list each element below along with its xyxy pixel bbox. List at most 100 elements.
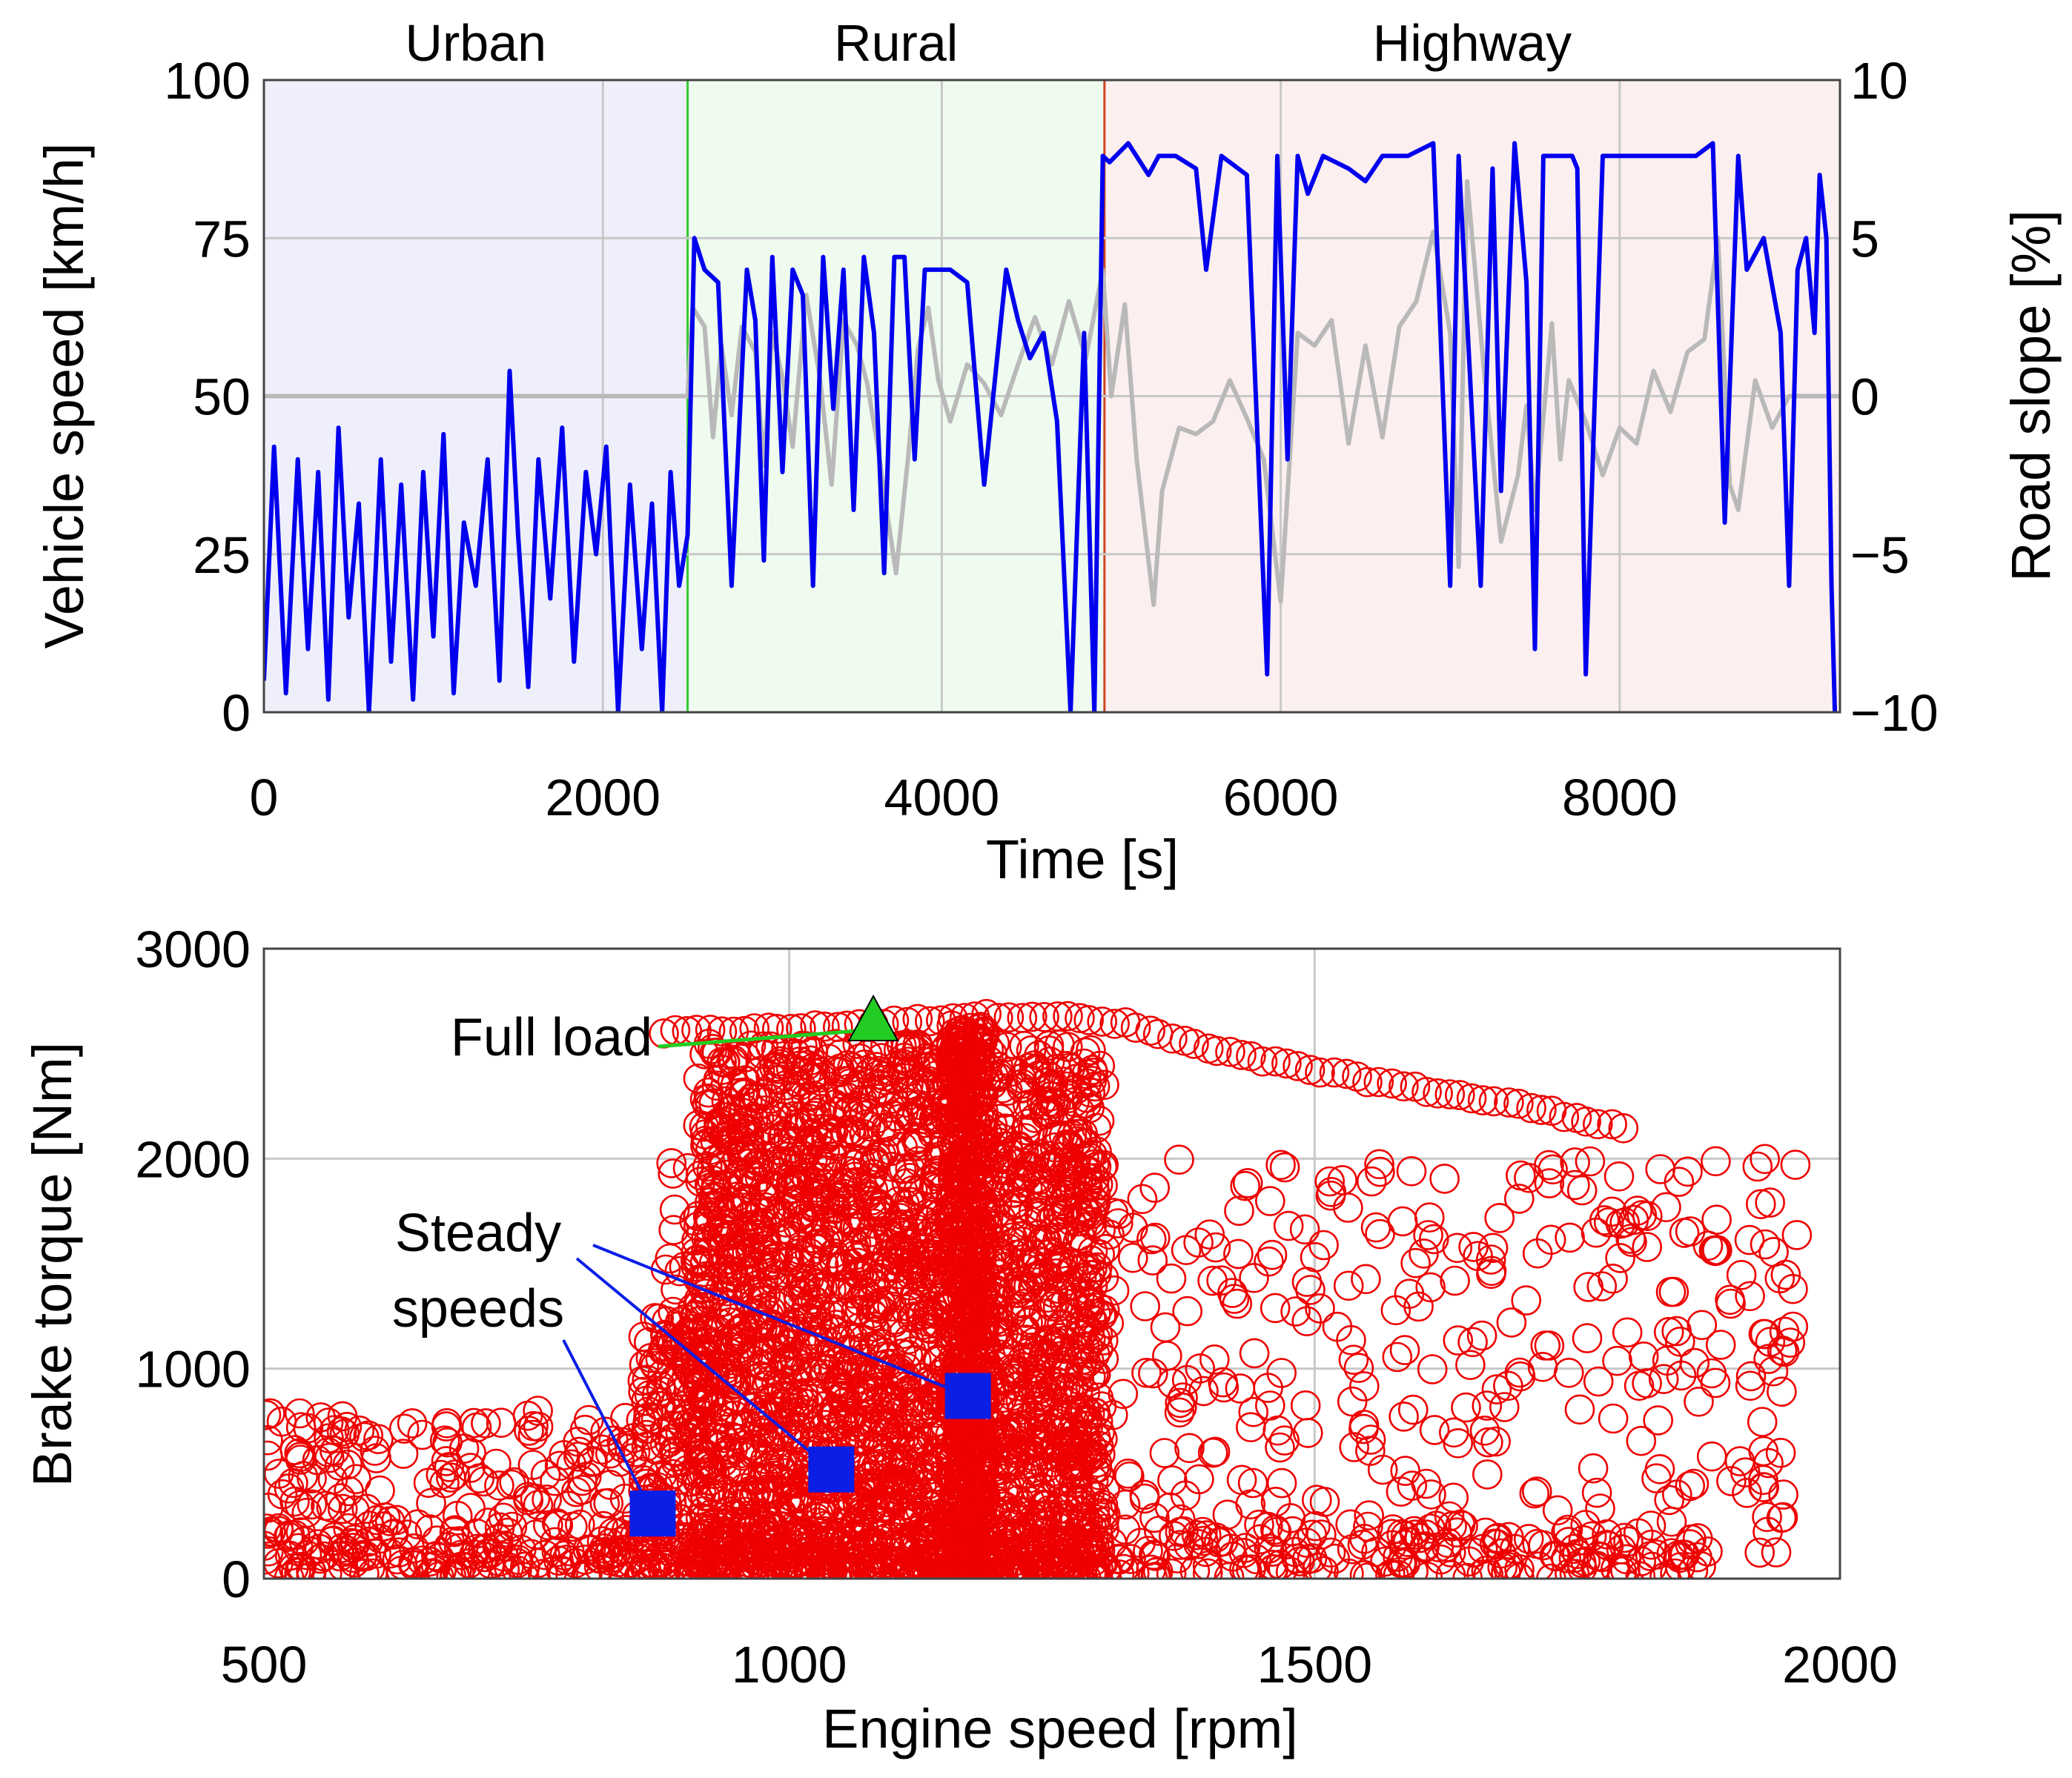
operating-point — [1080, 1359, 1111, 1390]
operating-point — [677, 1558, 707, 1579]
operating-point — [1477, 1233, 1509, 1264]
operating-point — [896, 1259, 926, 1290]
operating-point — [1226, 1040, 1257, 1070]
operating-point — [967, 1472, 997, 1502]
operating-point — [1662, 1479, 1692, 1510]
operating-point — [795, 1547, 826, 1577]
operating-point — [969, 1485, 999, 1516]
operating-point — [729, 1130, 760, 1161]
operating-point — [814, 1101, 845, 1132]
steady-speed-callout-line — [562, 1339, 655, 1515]
operating-point — [1438, 1482, 1469, 1513]
operating-point — [416, 1487, 446, 1519]
operating-point — [797, 1284, 827, 1315]
operating-point — [1006, 1267, 1037, 1297]
operating-point — [851, 1125, 882, 1156]
operating-point — [1494, 1087, 1524, 1118]
operating-point — [1265, 1432, 1295, 1463]
operating-point — [1394, 1278, 1425, 1309]
operating-point — [1019, 1546, 1050, 1577]
operating-point — [741, 1476, 772, 1507]
operating-point — [1664, 1167, 1695, 1197]
operating-point — [807, 1363, 837, 1394]
operating-point — [755, 1084, 786, 1114]
operating-point — [890, 1445, 921, 1476]
operating-point — [1603, 1161, 1635, 1192]
operating-point — [1701, 1146, 1731, 1177]
operating-point — [897, 1476, 927, 1507]
operating-point — [717, 1095, 747, 1126]
operating-point — [1269, 1152, 1300, 1183]
operating-point — [739, 1345, 770, 1376]
operating-point — [1053, 1001, 1083, 1032]
operating-point — [1608, 1113, 1639, 1144]
operating-point — [1165, 1387, 1195, 1419]
operating-point — [1273, 1210, 1304, 1241]
operating-point — [1748, 1472, 1778, 1502]
operating-point — [941, 1544, 972, 1575]
operating-point — [1665, 1327, 1695, 1357]
operating-point — [956, 1522, 986, 1552]
operating-point — [1487, 1552, 1517, 1579]
operating-point — [1230, 1170, 1260, 1201]
operating-point — [1192, 1558, 1223, 1579]
operating-point — [313, 1407, 344, 1438]
operating-point — [297, 1489, 328, 1520]
operating-point — [1291, 1267, 1323, 1297]
operating-point — [1029, 1224, 1060, 1255]
operating-point — [1746, 1189, 1776, 1219]
operating-point — [431, 1446, 462, 1476]
operating-point — [291, 1497, 322, 1528]
operating-point — [1056, 1206, 1087, 1236]
operating-point — [967, 1448, 999, 1479]
operating-point — [821, 1192, 852, 1223]
operating-point — [708, 1440, 739, 1471]
operating-point — [1255, 1186, 1285, 1216]
operating-point — [957, 1190, 987, 1221]
operating-point — [1031, 1175, 1062, 1206]
operating-point — [514, 1416, 544, 1446]
operating-point — [875, 1092, 906, 1123]
operating-point — [870, 1075, 901, 1107]
chart1-x-axis-label: Time [s] — [986, 829, 1179, 890]
operating-point — [1549, 1101, 1580, 1132]
operating-point — [1164, 1144, 1194, 1175]
operating-point — [895, 1270, 926, 1301]
operating-point — [773, 1381, 804, 1411]
operating-point — [613, 1534, 644, 1565]
vehicle-speed-line — [264, 141, 1838, 712]
operating-point — [686, 1399, 717, 1430]
operating-point — [655, 1243, 686, 1274]
operating-point — [1755, 1187, 1785, 1218]
operating-point — [1732, 1478, 1762, 1508]
operating-point — [488, 1502, 519, 1533]
operating-point — [1063, 1374, 1093, 1405]
operating-point — [1396, 1156, 1427, 1187]
operating-point — [862, 1188, 893, 1219]
operating-point — [590, 1416, 620, 1447]
operating-point — [952, 1231, 983, 1262]
operating-point — [649, 1429, 681, 1460]
operating-point — [1083, 1553, 1114, 1579]
operating-point — [728, 1217, 759, 1247]
operating-point — [1289, 1214, 1320, 1245]
operating-point — [543, 1510, 574, 1541]
operating-point — [1534, 1168, 1565, 1198]
operating-point — [1079, 1532, 1110, 1562]
x-tick-label: 1000 — [732, 1636, 847, 1694]
operating-point — [807, 1273, 838, 1303]
operating-point — [1073, 1172, 1103, 1203]
operating-point — [1191, 1536, 1221, 1568]
operating-point — [1236, 1554, 1266, 1579]
operating-point — [794, 1127, 825, 1157]
operating-point — [1348, 1413, 1379, 1444]
operating-point — [1290, 1390, 1321, 1421]
operating-point — [886, 1339, 917, 1369]
full-load-callout-line — [658, 1028, 867, 1049]
operating-point — [1715, 1284, 1745, 1316]
operating-point — [1523, 1551, 1555, 1579]
operating-point — [895, 1556, 925, 1579]
operating-point — [840, 1150, 870, 1180]
operating-point — [285, 1552, 316, 1579]
operating-point — [1168, 1382, 1198, 1413]
